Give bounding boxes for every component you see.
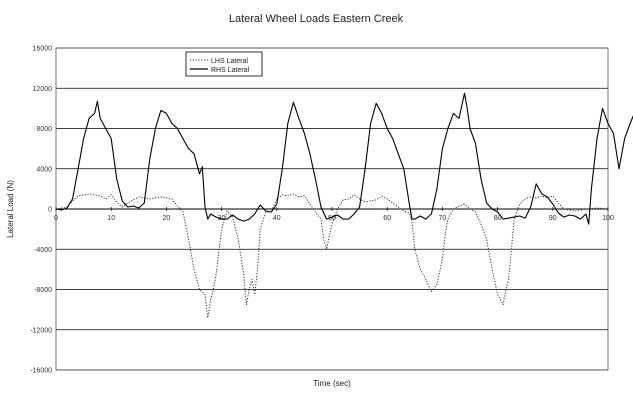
x-tick-label: 70 [439, 215, 447, 222]
x-tick-label: 30 [218, 215, 226, 222]
legend: LHS Lateral RHS Lateral [185, 51, 263, 77]
x-tick-label: 0 [54, 215, 58, 222]
chart-title: Lateral Wheel Loads Eastern Creek [229, 13, 404, 25]
y-tick-label: 8000 [36, 126, 52, 133]
y-tick-label: -4000 [34, 247, 52, 254]
y-axis-label: Lateral Load (N) [6, 180, 15, 238]
legend-label-rhs: RHS Lateral [211, 67, 250, 74]
y-tick-label: 0 [48, 207, 52, 214]
x-tick-label: 20 [163, 215, 171, 222]
x-tick-label: 90 [549, 215, 557, 222]
y-tick-label: -16000 [30, 368, 52, 375]
series-lines [55, 92, 633, 319]
y-tick-label: 12000 [33, 86, 53, 93]
x-axis-label: Time (sec) [313, 379, 351, 388]
x-tick-label: 100 [602, 215, 614, 222]
x-tick-labels: 0 10 20 30 40 50 60 70 80 90 100 [54, 207, 614, 222]
legend-box [185, 51, 263, 77]
series-line-lhs [55, 193, 609, 319]
x-tick-label: 60 [383, 215, 391, 222]
y-tick-label: 4000 [36, 166, 52, 173]
y-tick-label: -8000 [34, 287, 52, 294]
y-tick-label: 16000 [33, 46, 53, 53]
x-tick-label: 10 [107, 215, 115, 222]
y-tick-label: -12000 [30, 327, 52, 334]
y-tick-labels: -16000 -12000 -8000 -4000 0 4000 8000 12000 1600… [30, 46, 52, 375]
x-tick-label: 50 [328, 215, 336, 222]
x-tick-label: 40 [273, 215, 281, 222]
legend-label-lhs: LHS Lateral [211, 58, 248, 65]
x-tick-label: 80 [494, 215, 502, 222]
series-line-rhs [55, 92, 633, 225]
